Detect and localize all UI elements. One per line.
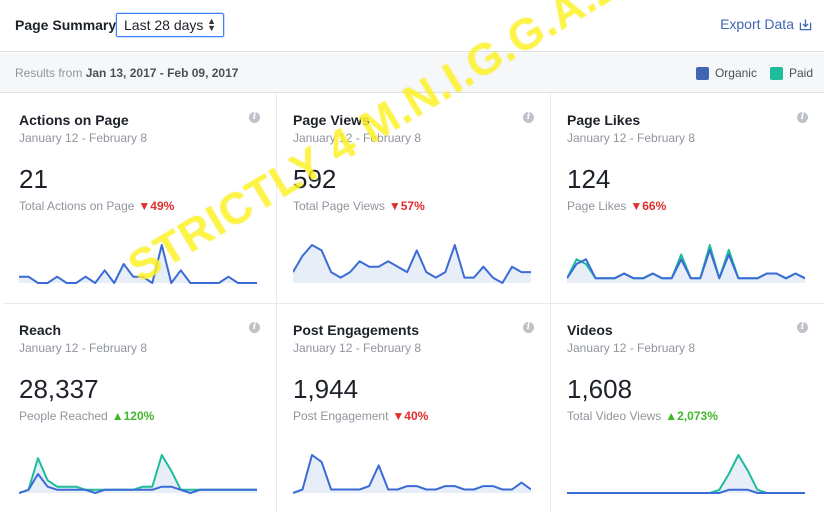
sparkline-area [293,245,531,283]
sparkline [19,454,257,494]
info-icon[interactable]: i [523,112,534,123]
sparkline-organic-line [19,473,257,494]
results-range: Results from Jan 13, 2017 - Feb 09, 2017 [15,66,238,80]
organic-swatch [695,66,709,80]
change-indicator: ▼49% [138,199,175,213]
summary-grid: Actions on Page January 12 - February 8 … [3,94,824,512]
sparkline-area [567,245,805,283]
card-dates: January 12 - February 8 [567,341,696,355]
card-value: 1,608 [567,374,633,404]
sparkline-organic-line [293,454,531,494]
change-indicator: ▼66% [630,199,667,213]
export-data-button[interactable]: Export Data [720,16,812,32]
change-indicator: ▲120% [111,409,155,423]
card-dates: January 12 - February 8 [567,131,696,145]
metric-label: Post Engagement [293,409,389,423]
page-title: Page Summary [15,17,117,33]
card-value: 28,337 [19,374,99,404]
card-title: Page Views [293,112,370,128]
card-videos[interactable]: Videos January 12 - February 8 i 1,608 T… [551,304,824,512]
export-data-label: Export Data [720,16,794,32]
card-title: Reach [19,322,62,338]
card-post-engagements[interactable]: Post Engagements January 12 - February 8… [277,304,551,512]
card-page-views[interactable]: Page Views January 12 - February 8 i 592… [277,94,551,304]
sparkline-organic-line [293,244,531,284]
info-icon[interactable]: i [249,322,260,333]
change-indicator: ▲2,073% [665,409,718,423]
card-title: Page Likes [567,112,641,128]
metric-label: Total Actions on Page [19,199,135,213]
card-value: 1,944 [293,374,359,404]
card-metric: Page Likes ▼66% [567,199,666,213]
sparkline-area [567,455,805,493]
card-reach[interactable]: Reach January 12 - February 8 i 28,337 P… [3,304,277,512]
info-icon[interactable]: i [797,112,808,123]
change-indicator: ▼57% [388,199,425,213]
card-value: 592 [293,164,337,194]
sparkline-organic-line [567,248,805,280]
date-range-value: Last 28 days [124,17,204,33]
metric-label: People Reached [19,409,108,423]
card-dates: January 12 - February 8 [293,131,422,145]
legend: Organic Paid [683,66,813,80]
card-title: Actions on Page [19,112,129,128]
metric-label: Total Page Views [293,199,385,213]
download-icon [799,18,812,30]
card-title: Post Engagements [293,322,420,338]
metric-label: Total Video Views [567,409,662,423]
sparkline [293,244,531,284]
info-icon[interactable]: i [249,112,260,123]
card-page-likes[interactable]: Page Likes January 12 - February 8 i 124… [551,94,824,304]
info-icon[interactable]: i [797,322,808,333]
sparkline [293,454,531,494]
card-metric: Total Page Views ▼57% [293,199,425,213]
results-bar: Results from Jan 13, 2017 - Feb 09, 2017… [0,53,824,93]
info-icon[interactable]: i [523,322,534,333]
legend-paid-label: Paid [788,66,813,80]
sort-caret-icon: ▲ ▼ [207,16,216,33]
card-metric: Post Engagement ▼40% [293,409,428,423]
date-range-select[interactable]: Last 28 days ▲ ▼ [116,13,224,37]
sparkline-area [19,455,257,493]
results-prefix: Results from [15,66,86,80]
card-actions-on-page[interactable]: Actions on Page January 12 - February 8 … [3,94,277,304]
card-metric: Total Actions on Page ▼49% [19,199,174,213]
card-metric: People Reached ▲120% [19,409,154,423]
card-value: 21 [19,164,48,194]
card-dates: January 12 - February 8 [19,341,148,355]
sparkline-paid-line [567,454,805,494]
card-title: Videos [567,322,613,338]
card-dates: January 12 - February 8 [19,131,148,145]
sparkline [567,454,805,494]
card-value: 124 [567,164,611,194]
metric-label: Page Likes [567,199,627,213]
paid-swatch [769,66,783,80]
card-dates: January 12 - February 8 [293,341,422,355]
legend-organic-label: Organic [714,66,757,80]
sparkline [19,244,257,284]
sparkline [567,244,805,283]
sparkline-organic-line [567,488,805,494]
results-date-range: Jan 13, 2017 - Feb 09, 2017 [85,66,239,80]
sparkline-organic-line [19,244,257,284]
legend-item-paid[interactable]: Paid [769,66,813,80]
change-indicator: ▼40% [392,409,429,423]
legend-item-organic[interactable]: Organic [695,66,757,80]
card-metric: Total Video Views ▲2,073% [567,409,718,423]
top-bar: Page Summary Last 28 days ▲ ▼ Export Data [0,0,824,52]
